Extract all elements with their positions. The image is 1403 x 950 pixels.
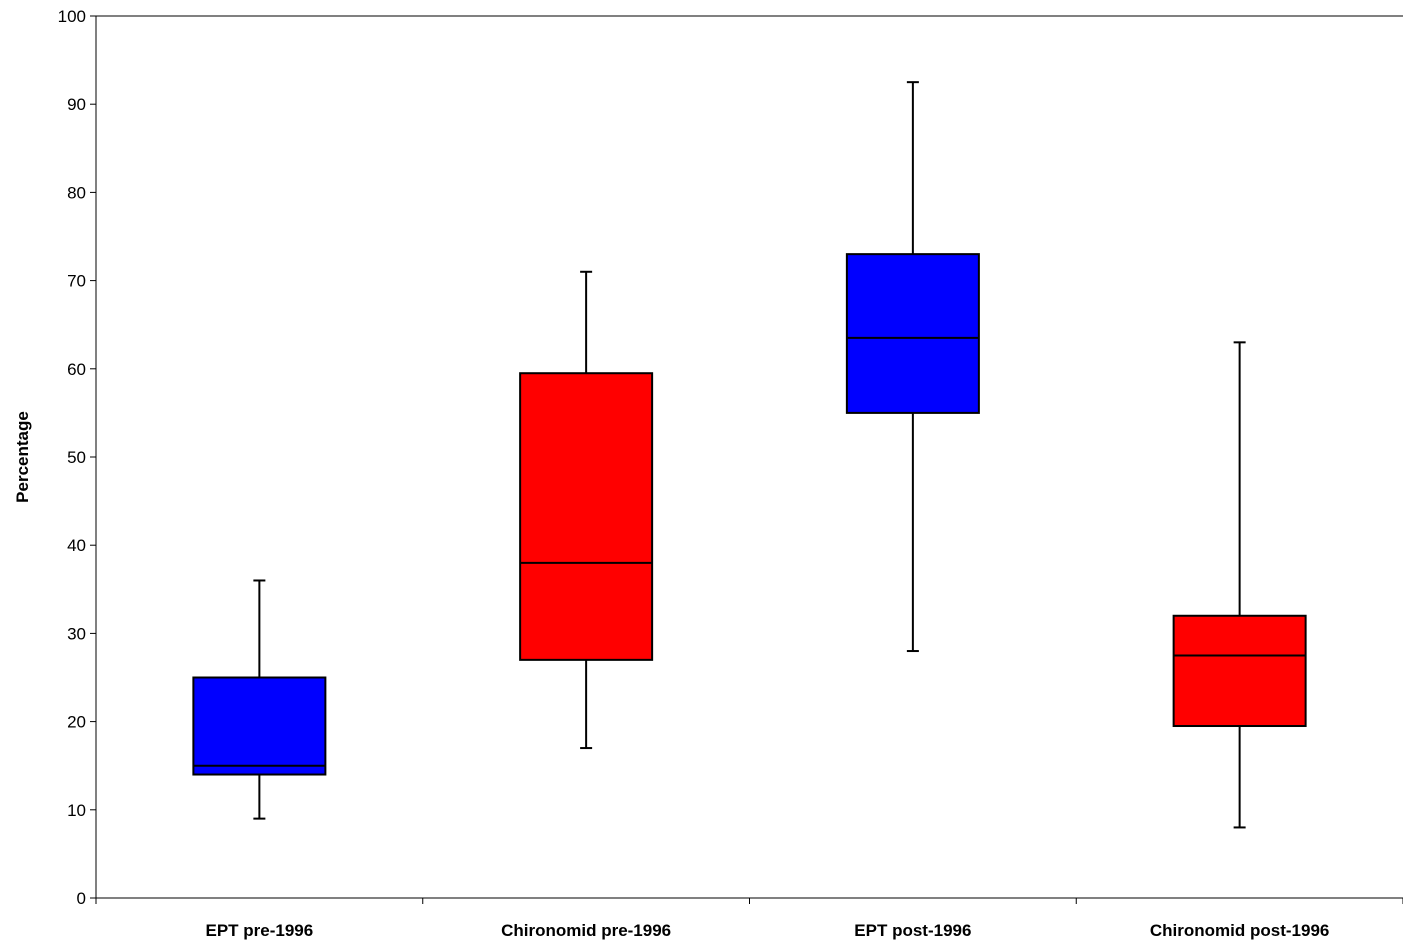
y-axis-ticks: 0 10 20 30 40 50 60 70 80 90 100: [58, 7, 96, 908]
box-group: [1172, 341, 1307, 829]
y-tick-label: 100: [58, 7, 86, 26]
box-group: [519, 270, 654, 750]
box-group: [192, 579, 327, 820]
x-axis-category-labels: EPT pre-1996 Chironomid pre-1996 EPT post-…: [206, 921, 1330, 940]
y-tick-label: 90: [67, 95, 86, 114]
y-axis-title: Percentage: [13, 411, 32, 503]
box-iqr: [192, 676, 327, 776]
box-iqr: [1172, 614, 1307, 728]
y-tick-label: 50: [67, 448, 86, 467]
y-tick-label: 80: [67, 183, 86, 202]
y-tick-label: 0: [77, 889, 86, 908]
boxes: [192, 81, 1307, 829]
x-category-label: EPT post-1996: [854, 921, 971, 940]
y-tick-label: 70: [67, 272, 86, 291]
x-category-label: EPT pre-1996: [206, 921, 314, 940]
x-axis-ticks: [95, 898, 1403, 904]
box-iqr: [519, 372, 654, 661]
y-tick-label: 60: [67, 360, 86, 379]
box-iqr: [845, 253, 980, 414]
y-tick-label: 10: [67, 801, 86, 820]
x-category-label: Chironomid pre-1996: [501, 921, 671, 940]
box-group: [845, 81, 980, 653]
y-tick-label: 30: [67, 624, 86, 643]
x-category-label: Chironomid post-1996: [1150, 921, 1329, 940]
y-tick-label: 20: [67, 713, 86, 732]
y-tick-label: 40: [67, 536, 86, 555]
